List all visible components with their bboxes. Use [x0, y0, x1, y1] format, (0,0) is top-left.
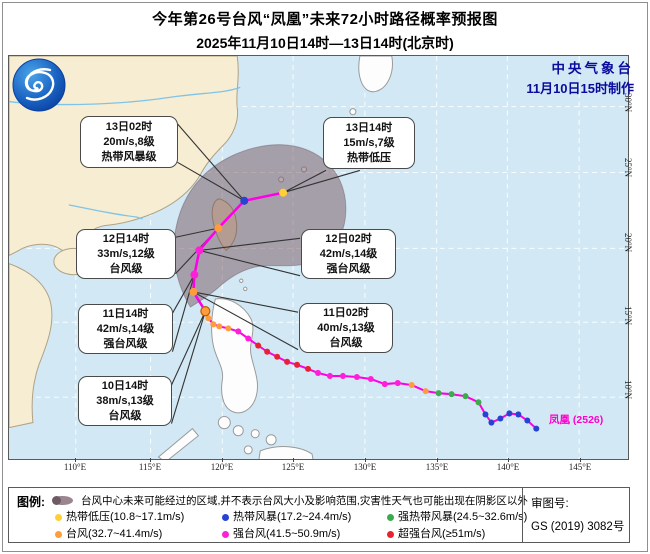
- legend-item-label: 热带风暴(17.2~24.4m/s): [233, 511, 352, 523]
- legend-item: 强台风(41.5~50.9m/s): [222, 525, 340, 541]
- lon-tick-label: 125°E: [273, 458, 313, 472]
- callout-wind: 42m/s,14级: [319, 247, 378, 260]
- forecast-callout: 13日14时 15m/s,7级 热带低压: [323, 117, 415, 169]
- legend-item-label: 强热带风暴(24.5~32.6m/s): [398, 511, 528, 523]
- philippine-islands: [157, 415, 314, 459]
- typhoon-track: [189, 188, 540, 432]
- callout-wind: 38m/s,13级: [96, 394, 154, 407]
- callout-time: 13日02时: [105, 120, 153, 133]
- license-label: 审图号:: [531, 498, 569, 510]
- indochina-landmass: [9, 263, 53, 429]
- forecast-callout: 11日14时 42m/s,14级 强台风级: [78, 304, 173, 354]
- callout-wind: 20m/s,8级: [103, 135, 155, 148]
- logo-swirl: [24, 68, 55, 101]
- agency-name: 中央气象台: [551, 61, 634, 76]
- legend-box: 图例: 台风中心未来可能经过的区域,并不表示台风大小及影响范围,灾害性天气也可能…: [8, 487, 630, 543]
- legend-item-label: 台风(32.7~41.4m/s): [66, 528, 163, 540]
- license-number: GS (2019) 3082号: [531, 521, 625, 533]
- legend-item: 热带风暴(17.2~24.4m/s): [222, 508, 351, 524]
- callout-time: 11日14时: [102, 307, 149, 320]
- callout-wind: 42m/s,14级: [96, 322, 155, 335]
- lat-tick-label: 15°N: [623, 306, 633, 326]
- severe-tropical-storm-icon: [387, 514, 394, 521]
- callout-category: 热带风暴级: [101, 150, 157, 163]
- lat-tick-label: 10°N: [623, 380, 633, 400]
- agency-imprint: 中央气象台 11月10日15时制作: [526, 57, 634, 97]
- lon-tick-label: 120°E: [202, 458, 242, 472]
- callout-time: 10日14时: [101, 379, 149, 392]
- lon-tick-label: 140°E: [488, 458, 528, 472]
- legend-cone-note: 台风中心未来可能经过的区域,并不表示台风大小及影响范围,灾害性天气也可能出现在阴…: [81, 495, 528, 507]
- tropical-storm-icon: [222, 514, 229, 521]
- legend-item-label: 超强台风(≥51m/s): [398, 528, 486, 540]
- callout-category: 台风级: [108, 409, 142, 422]
- callout-wind: 15m/s,7级: [343, 136, 395, 149]
- lat-tick-label: 25°N: [623, 158, 633, 178]
- forecast-callout: 10日14时 38m/s,13级 台风级: [78, 376, 172, 426]
- lon-tick-label: 145°E: [560, 458, 600, 472]
- forecast-callout: 13日02时 20m/s,8级 热带风暴级: [80, 116, 178, 168]
- legend-item: 强热带风暴(24.5~32.6m/s): [387, 508, 527, 524]
- callout-category: 台风级: [329, 336, 363, 349]
- callout-time: 13日14时: [345, 121, 393, 134]
- header: 今年第26号台风“凤凰”未来72小时路径概率预报图 2025年11月10日14时…: [0, 0, 650, 53]
- lat-tick-label: 20°N: [623, 233, 633, 253]
- map-area: 13日02时 20m/s,8级 热带风暴级 13日14时 15m/s,7级 热带…: [8, 55, 629, 460]
- callout-time: 11日02时: [323, 306, 369, 319]
- page-title: 今年第26号台风“凤凰”未来72小时路径概率预报图: [152, 11, 498, 28]
- legend-item: 台风(32.7~41.4m/s): [55, 525, 162, 541]
- legend-item: 超强台风(≥51m/s): [387, 525, 485, 541]
- probability-cone-icon: [52, 496, 73, 505]
- callout-category: 台风级: [109, 262, 143, 275]
- storm-name-label: 凤凰 (2526): [549, 414, 604, 426]
- page-subtitle: 2025年11月10日14时—13日14时(北京时): [196, 35, 454, 51]
- callout-leader-lines: [170, 123, 361, 424]
- severe-typhoon-icon: [222, 531, 229, 538]
- callout-wind: 40m/s,13级: [317, 321, 375, 334]
- lon-tick-label: 130°E: [345, 458, 385, 472]
- callout-wind: 33m/s,12级: [97, 247, 155, 260]
- forecast-callout: 12日02时 42m/s,14级 强台风级: [301, 229, 396, 279]
- luzon-island: [211, 298, 259, 414]
- cma-logo: [12, 58, 66, 117]
- legend-title: 图例:: [17, 495, 45, 509]
- lon-tick-label: 110°E: [55, 458, 95, 472]
- callout-category: 热带低压: [347, 151, 391, 164]
- legend-item-label: 强台风(41.5~50.9m/s): [233, 528, 341, 540]
- agency-issue-time: 11月10日15时制作: [526, 81, 634, 96]
- legend-item-label: 热带低压(10.8~17.1m/s): [66, 511, 185, 523]
- forecast-callout: 11日02时 40m/s,13级 台风级: [299, 303, 393, 353]
- forecast-callout: 12日14时 33m/s,12级 台风级: [76, 229, 176, 279]
- lon-tick-label: 115°E: [130, 458, 170, 472]
- lon-tick-label: 135°E: [417, 458, 457, 472]
- typhoon-icon: [55, 531, 62, 538]
- callout-category: 强台风级: [103, 337, 148, 350]
- tropical-depression-icon: [55, 514, 62, 521]
- map-license-block: 审图号: GS (2019) 3082号: [522, 488, 630, 542]
- legend-item: 热带低压(10.8~17.1m/s): [55, 508, 184, 524]
- callout-time: 12日14时: [102, 232, 150, 245]
- callout-time: 12日02时: [325, 232, 372, 245]
- super-typhoon-icon: [387, 531, 394, 538]
- callout-category: 强台风级: [326, 262, 371, 275]
- kyushu-island: [358, 56, 393, 93]
